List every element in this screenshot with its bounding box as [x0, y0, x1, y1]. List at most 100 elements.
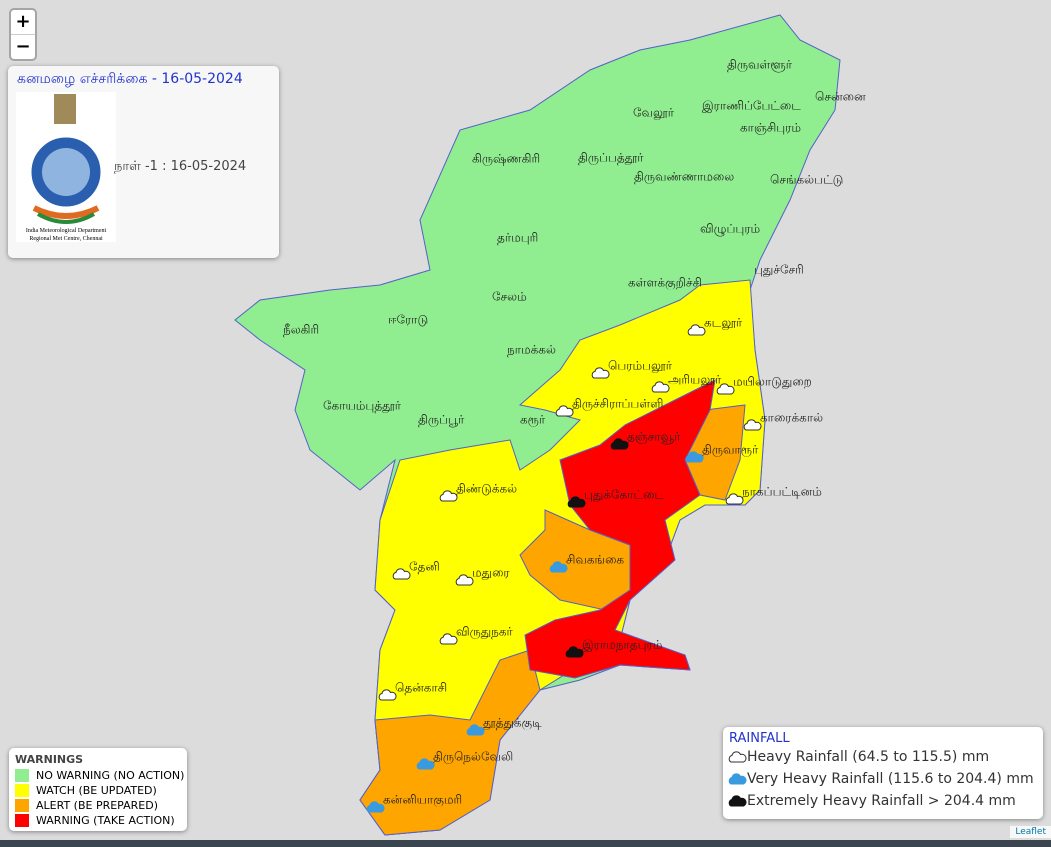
rain-icon	[439, 490, 458, 502]
rain-icon	[716, 383, 735, 395]
district-label: சென்னை	[815, 90, 866, 104]
rain-icon	[687, 324, 706, 336]
legend-label: ALERT (BE PREPARED)	[36, 799, 158, 812]
district-label: திண்டுக்கல்	[456, 482, 517, 496]
district-label: நாமக்கல்	[507, 343, 556, 357]
district-label: நீலகிரி	[283, 323, 319, 337]
district-label: திருப்பத்தூர்	[578, 151, 644, 166]
district-label: திருவண்ணாமலை	[634, 170, 734, 185]
legend-swatch	[15, 784, 29, 797]
legend-row: WARNING (TAKE ACTION)	[15, 813, 184, 828]
legend-label: WARNING (TAKE ACTION)	[36, 814, 175, 827]
legend-icon	[728, 751, 747, 763]
logo-text: India Meteorological Department	[26, 228, 107, 234]
district-label: திருநெல்வேலி	[433, 750, 513, 765]
legend-row: Very Heavy Rainfall (115.6 to 204.4) mm	[727, 768, 1034, 790]
legend-swatch	[15, 814, 29, 827]
legend-row: Heavy Rainfall (64.5 to 115.5) mm	[727, 746, 1034, 768]
legend-swatch	[15, 799, 29, 812]
logo-text: Regional Met Centre, Chennai	[29, 236, 103, 242]
district-label: தென்காசி	[395, 681, 447, 695]
rainfall-legend: RAINFALL Heavy Rainfall (64.5 to 115.5) …	[723, 727, 1043, 819]
legend-row: Extremely Heavy Rainfall > 204.4 mm	[727, 790, 1034, 812]
rain-icon	[378, 689, 397, 701]
district-label: கன்னியாகுமரி	[383, 793, 462, 807]
rain-icon	[567, 496, 586, 508]
rain-icon	[728, 751, 747, 763]
district-label: திருவாரூர்	[702, 443, 759, 458]
district-label: மதுரை	[472, 566, 510, 581]
rain-icon	[651, 381, 670, 393]
legend-label: Extremely Heavy Rainfall > 204.4 mm	[747, 793, 1016, 809]
district-label: காரைக்கால்	[760, 411, 823, 425]
district-label: திருச்சிராப்பள்ளி	[572, 397, 663, 412]
district-label: மயிலாடுதுறை	[733, 375, 812, 390]
district-label: தர்மபுரி	[497, 231, 538, 245]
rain-icon	[565, 646, 584, 658]
district-label: விழுப்புரம்	[700, 222, 760, 237]
legend-label: WATCH (BE UPDATED)	[36, 784, 157, 797]
region-red	[524, 379, 716, 679]
rain-icon	[392, 568, 411, 580]
district-label: கள்ளக்குறிச்சி	[628, 276, 702, 290]
info-panel: கனமழை எச்சரிக்கை - 16-05-2024 India Mete…	[8, 66, 279, 258]
rain-icon	[685, 451, 704, 463]
rain-icon	[725, 493, 744, 505]
rain-icon	[610, 438, 629, 450]
legend-label: Very Heavy Rainfall (115.6 to 204.4) mm	[747, 771, 1034, 787]
bottom-bar	[0, 840, 1051, 847]
legend-swatch	[15, 769, 29, 782]
district-label: சிவகங்கை	[566, 553, 624, 567]
district-label: தஞ்சாவூர்	[627, 430, 681, 445]
regions	[234, 14, 841, 836]
district-label: வேலூர்	[633, 106, 675, 121]
rain-icon	[591, 367, 610, 379]
legend-row: ALERT (BE PREPARED)	[15, 798, 184, 813]
district-label: சேலம்	[492, 290, 527, 304]
district-label: அரியலூர்	[668, 373, 722, 388]
legend-label: NO WARNING (NO ACTION)	[36, 769, 185, 782]
rain-icon	[728, 795, 747, 807]
district-label: விருதுநகர்	[456, 625, 514, 640]
district-label: கோயம்புத்தூர்	[323, 399, 402, 414]
rain-icon	[439, 633, 458, 645]
logo: India Meteorological Department Regional…	[16, 92, 116, 242]
zoom-in[interactable]: +	[11, 10, 35, 35]
district-labels: திருவள்ளூர் சென்னை இராணிப்பேட்டை வேலூர் காஞ்…	[283, 58, 866, 813]
district-label: ஈரோடு	[388, 313, 428, 327]
rain-icon	[366, 801, 385, 813]
district-label: திருப்பூர்	[418, 413, 465, 428]
rain-icon	[728, 773, 747, 785]
legend-items: NO WARNING (NO ACTION) WATCH (BE UPDATED)…	[15, 768, 184, 828]
rain-icon	[549, 561, 568, 573]
rain-icon	[466, 724, 485, 736]
rain-icon	[743, 419, 762, 431]
district-label: தேனி	[409, 560, 440, 574]
attribution[interactable]: Leaflet	[1010, 826, 1051, 838]
title: கனமழை எச்சரிக்கை - 16-05-2024	[17, 71, 243, 87]
district-label: கரூர்	[520, 413, 546, 428]
district-label: பெரம்பலூர்	[608, 359, 673, 374]
legend-items: Heavy Rainfall (64.5 to 115.5) mm Very He…	[727, 746, 1034, 812]
rain-icon	[455, 574, 474, 586]
district-label: காஞ்சிபுரம்	[740, 121, 801, 136]
zoom-control[interactable]: + −	[9, 8, 37, 61]
district-label: திருவள்ளூர்	[727, 58, 793, 73]
district-label: தூத்துக்குடி	[483, 716, 542, 731]
district-label: கடலூர்	[704, 316, 743, 331]
zoom-out[interactable]: −	[15, 36, 31, 57]
rain-icon	[416, 758, 435, 770]
warnings-legend: WARNINGS NO WARNING (NO ACTION) WATCH (BE…	[9, 748, 187, 831]
district-label: இராமநாதபுரம்	[582, 638, 662, 653]
rain-icon	[555, 405, 574, 417]
legend-icon	[728, 773, 747, 785]
legend-row: NO WARNING (NO ACTION)	[15, 768, 184, 783]
district-label: புதுச்சேரி	[754, 263, 804, 278]
district-label: கிருஷ்ணகிரி	[472, 152, 540, 167]
legend-label: Heavy Rainfall (64.5 to 115.5) mm	[747, 749, 990, 765]
legend-title: RAINFALL	[729, 731, 790, 746]
legend-icon	[728, 795, 747, 807]
district-label: இராணிப்பேட்டை	[702, 99, 801, 114]
